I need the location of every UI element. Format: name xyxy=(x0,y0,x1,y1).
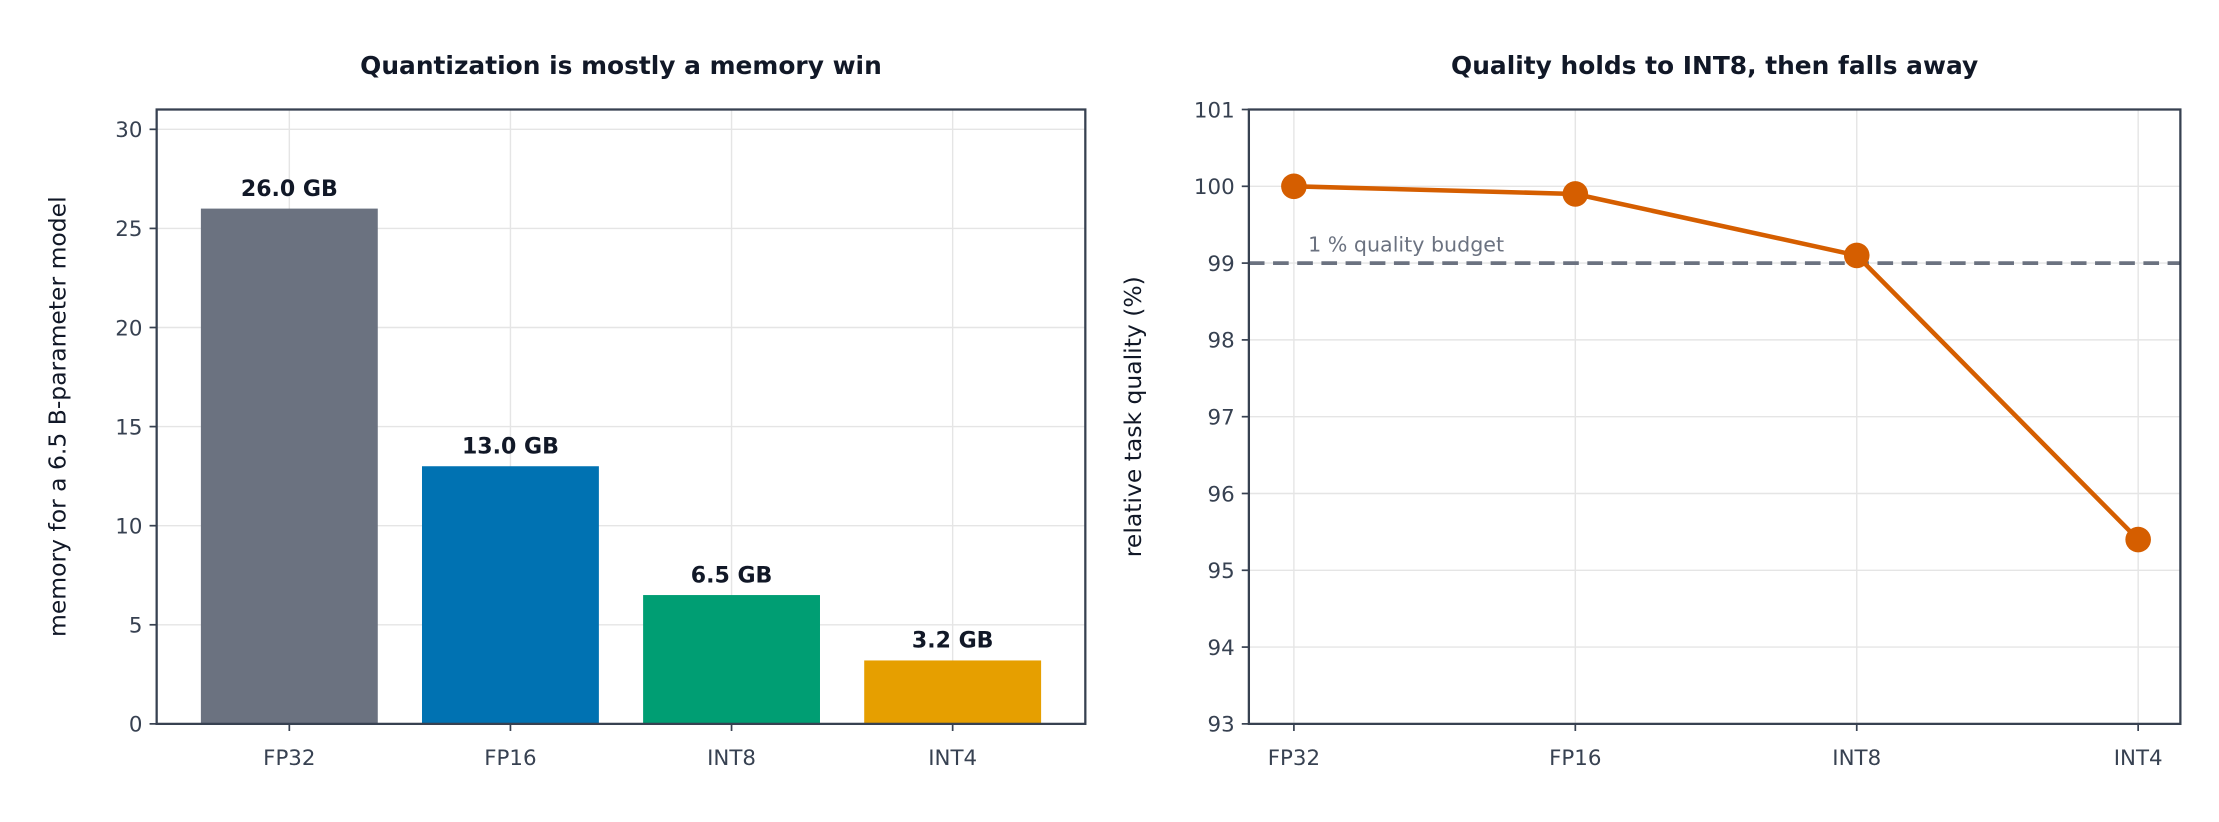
y-tick-label: 101 xyxy=(1194,98,1235,123)
y-tick-label: 100 xyxy=(1194,175,1235,200)
x-tick-label: FP16 xyxy=(1549,746,1601,771)
y-tick-label: 30 xyxy=(115,118,142,143)
point xyxy=(1843,242,1870,269)
chart-title: Quality holds to INT8, then falls away xyxy=(1451,51,1978,80)
point xyxy=(1562,181,1589,207)
x-tick-label: FP16 xyxy=(484,746,536,771)
y-tick-label: 94 xyxy=(1208,636,1235,661)
value-label: 26.0 GB xyxy=(241,177,338,202)
y-tick-label: 25 xyxy=(115,217,142,242)
y-tick-label: 99 xyxy=(1208,252,1235,277)
y-tick-label: 97 xyxy=(1208,406,1235,431)
point xyxy=(2125,526,2151,553)
value-label: 13.0 GB xyxy=(462,434,559,459)
plot-frame xyxy=(1247,108,2182,726)
y-tick-label: 95 xyxy=(1208,559,1235,584)
reference-label: 1 % quality budget xyxy=(1308,233,1504,257)
y-tick-label: 98 xyxy=(1208,329,1235,354)
x-tick-label: INT4 xyxy=(928,746,977,771)
x-tick-label: INT4 xyxy=(2114,746,2163,771)
x-tick-label: INT8 xyxy=(707,746,756,771)
x-tick-label: INT8 xyxy=(1832,746,1881,771)
chart-panel: Quality holds to INT8, then falls away re… xyxy=(1119,51,2182,771)
y-tick-label: 0 xyxy=(129,713,143,738)
value-label: 3.2 GB xyxy=(912,629,994,654)
y-axis-label: memory for a 6.5 B-parameter model xyxy=(44,196,72,637)
x-tick-label: FP32 xyxy=(1268,746,1320,771)
bar xyxy=(200,208,378,724)
line-series xyxy=(1293,184,2140,542)
bar xyxy=(421,466,599,724)
chart-panel: Quantization is mostly a memory win memor… xyxy=(44,51,1087,771)
point xyxy=(1281,173,1307,200)
value-label: 6.5 GB xyxy=(691,563,773,588)
bar xyxy=(864,660,1042,724)
y-tick-label: 10 xyxy=(115,515,142,540)
x-tick-label: FP32 xyxy=(263,746,315,771)
bar xyxy=(643,595,820,724)
y-tick-label: 20 xyxy=(115,316,142,341)
y-tick-label: 15 xyxy=(115,415,142,440)
plot-frame xyxy=(155,108,1087,726)
chart-title: Quantization is mostly a memory win xyxy=(360,51,882,80)
y-tick-label: 5 xyxy=(129,614,143,639)
y-tick-label: 93 xyxy=(1208,713,1235,738)
y-tick-label: 96 xyxy=(1208,482,1235,507)
y-axis-label: relative task quality (%) xyxy=(1119,276,1147,557)
